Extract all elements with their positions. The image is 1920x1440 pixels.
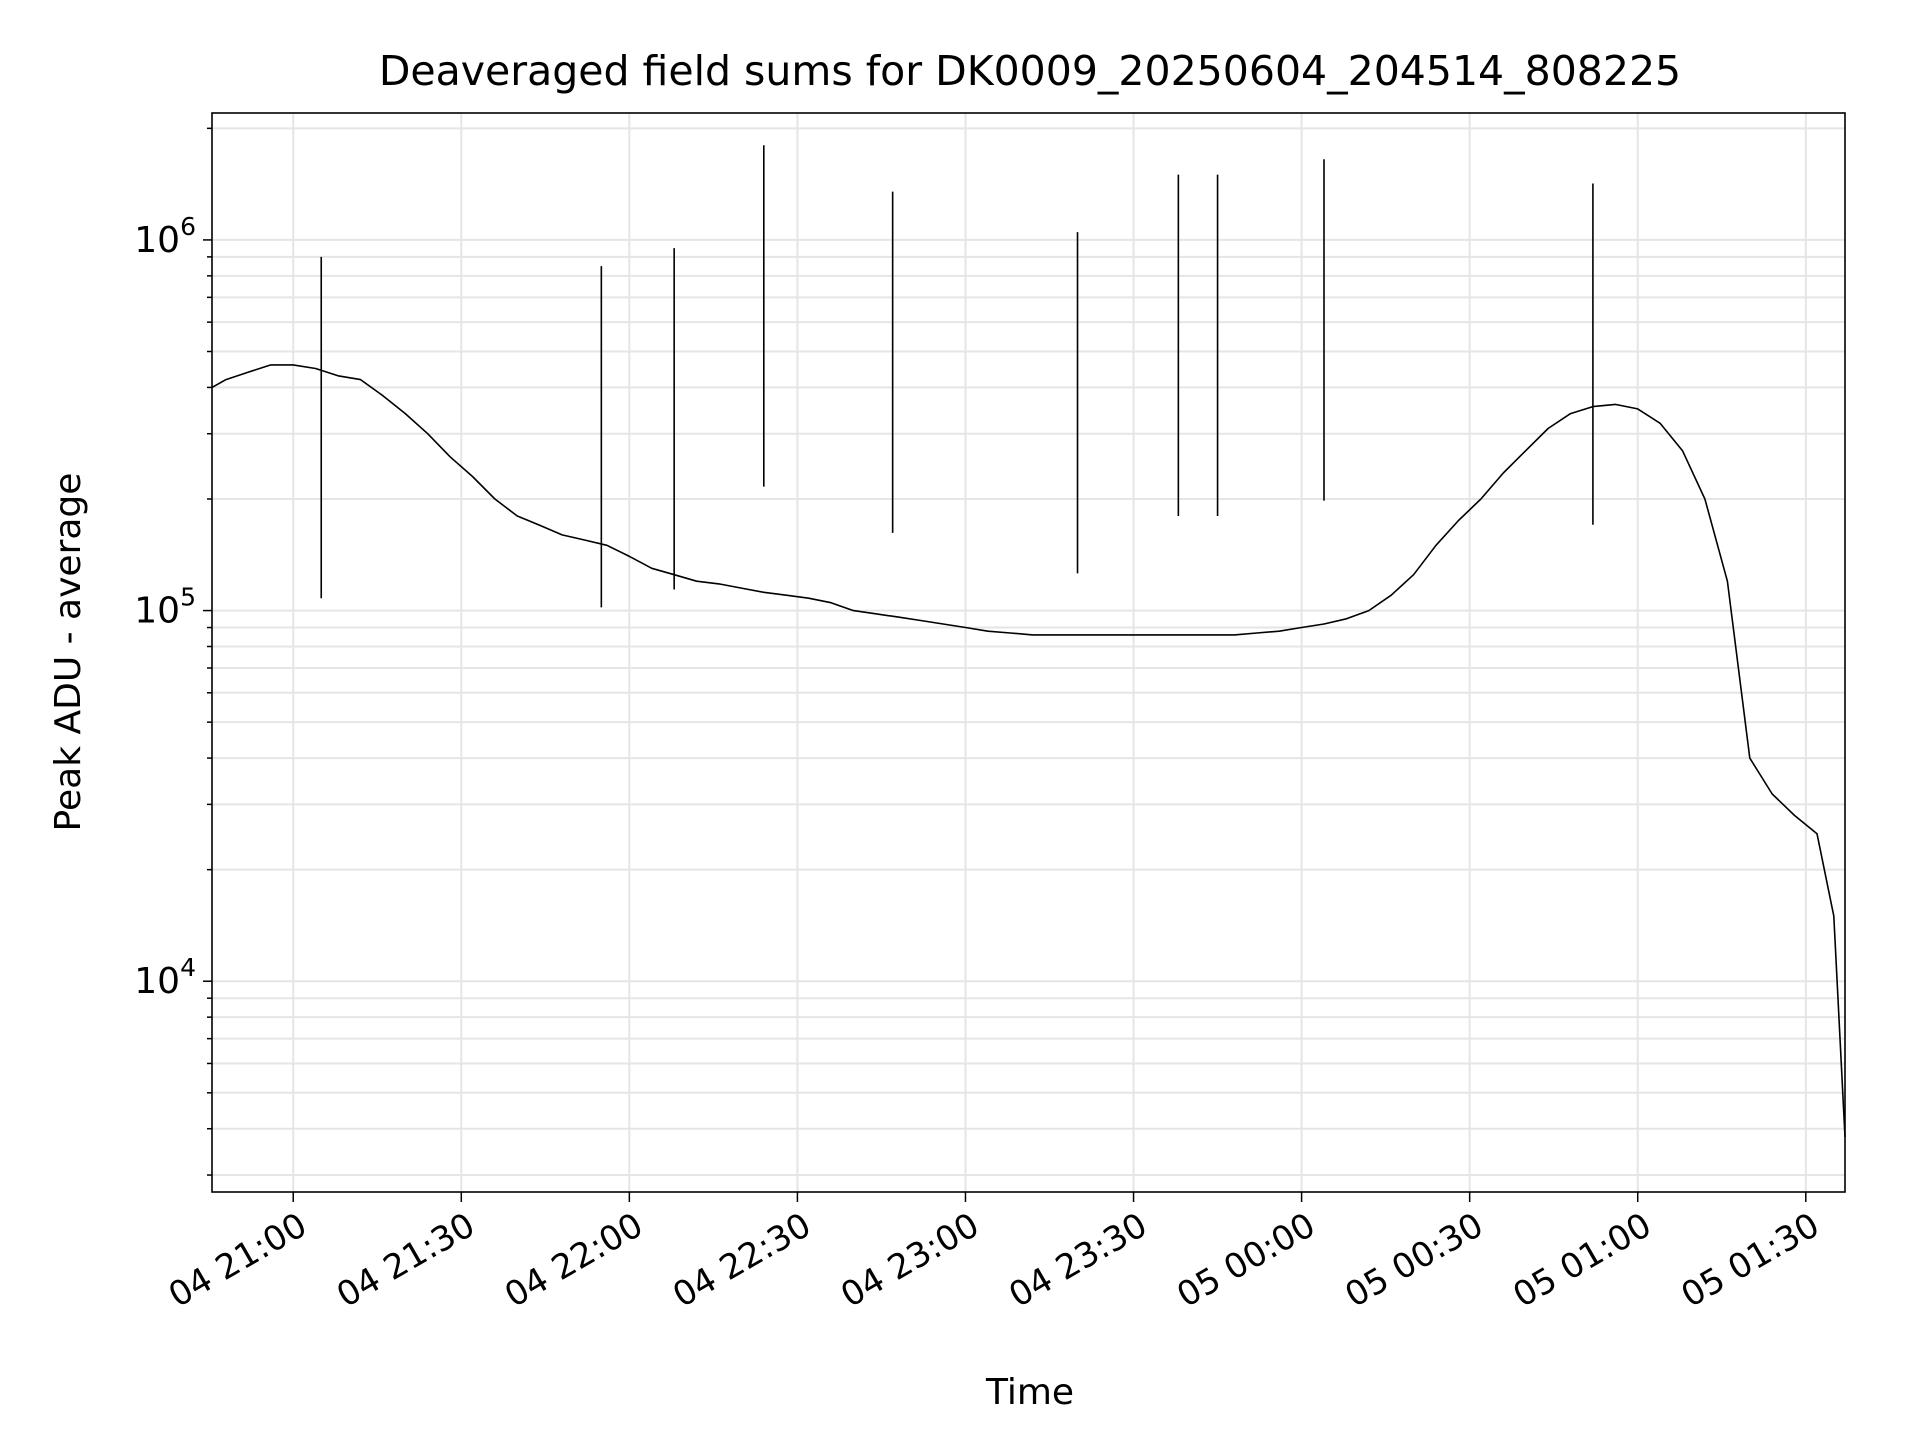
grid xyxy=(212,113,1845,1192)
x-tick-label: 05 01:30 xyxy=(1675,1205,1827,1316)
y-axis: 104 105 106 xyxy=(134,127,212,1176)
y-axis-label: Peak ADU - average xyxy=(48,473,89,832)
x-tick-label: 04 22:30 xyxy=(666,1205,818,1316)
x-tick-label: 04 21:30 xyxy=(330,1205,482,1316)
series-line xyxy=(211,145,1846,1138)
x-axis-label: Time xyxy=(985,1372,1074,1413)
x-tick-label: 04 23:00 xyxy=(834,1205,986,1316)
y-tick-label: 104 xyxy=(134,953,196,1002)
plot-frame xyxy=(211,112,1846,1193)
x-tick-label: 05 00:00 xyxy=(1170,1205,1322,1316)
x-tick-label: 04 22:00 xyxy=(498,1205,650,1316)
x-tick-label: 05 01:00 xyxy=(1507,1205,1659,1316)
x-tick-label: 04 23:30 xyxy=(1002,1205,1154,1316)
x-tick-label: 04 21:00 xyxy=(162,1205,314,1316)
series-line-path xyxy=(211,364,1846,1138)
x-axis: 04 21:00 04 21:30 04 22:00 04 22:30 04 23:00… xyxy=(162,1192,1826,1316)
y-tick-label: 105 xyxy=(134,583,196,632)
chart-title: Deaveraged field sums for DK0009_2025060… xyxy=(379,47,1681,95)
x-tick-label: 05 00:30 xyxy=(1338,1205,1490,1316)
y-tick-label: 106 xyxy=(134,212,196,261)
